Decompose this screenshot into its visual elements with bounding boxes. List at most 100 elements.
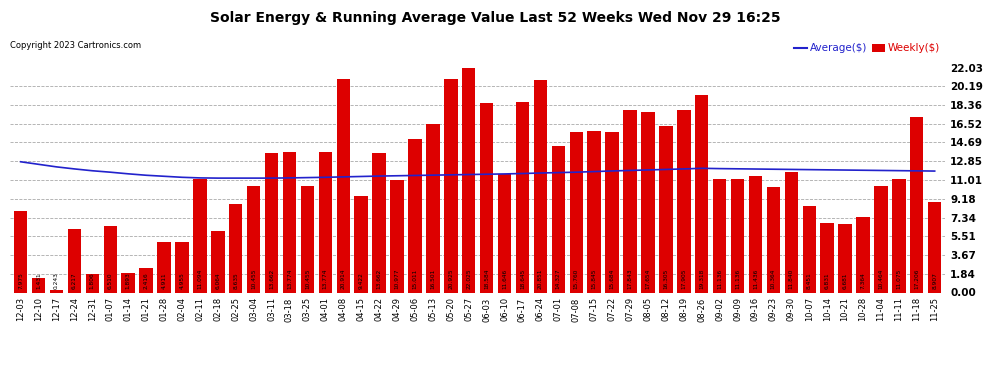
Text: 18.645: 18.645 bbox=[520, 269, 525, 290]
Bar bbox=[193, 179, 207, 292]
Bar bbox=[175, 242, 189, 292]
Bar bbox=[140, 268, 152, 292]
Text: 13.662: 13.662 bbox=[376, 269, 381, 290]
Text: 11.136: 11.136 bbox=[735, 269, 741, 290]
Bar bbox=[462, 68, 475, 292]
Text: 10.464: 10.464 bbox=[878, 269, 883, 290]
Text: 11.840: 11.840 bbox=[789, 269, 794, 290]
Text: 17.654: 17.654 bbox=[645, 269, 650, 290]
Bar bbox=[67, 229, 81, 292]
Text: 20.851: 20.851 bbox=[538, 269, 543, 290]
Bar bbox=[50, 290, 63, 292]
Text: 22.025: 22.025 bbox=[466, 269, 471, 290]
Text: 17.905: 17.905 bbox=[681, 269, 686, 290]
Text: 20.925: 20.925 bbox=[448, 269, 453, 290]
Text: 10.977: 10.977 bbox=[395, 269, 400, 290]
Text: 4.911: 4.911 bbox=[161, 273, 166, 290]
Text: 13.662: 13.662 bbox=[269, 269, 274, 290]
Bar bbox=[354, 196, 368, 292]
Text: 13.774: 13.774 bbox=[323, 269, 328, 290]
Text: 16.305: 16.305 bbox=[663, 269, 668, 290]
Text: Copyright 2023 Cartronics.com: Copyright 2023 Cartronics.com bbox=[10, 40, 141, 50]
Text: 6.831: 6.831 bbox=[825, 273, 830, 290]
Text: 19.318: 19.318 bbox=[699, 269, 704, 290]
Bar bbox=[677, 110, 690, 292]
Text: 18.584: 18.584 bbox=[484, 269, 489, 290]
Bar bbox=[928, 201, 941, 292]
Bar bbox=[748, 176, 762, 292]
Bar bbox=[211, 231, 225, 292]
Bar bbox=[910, 117, 924, 292]
Bar bbox=[803, 206, 816, 292]
Text: 9.422: 9.422 bbox=[358, 273, 363, 290]
Bar bbox=[14, 211, 28, 292]
Bar bbox=[229, 204, 243, 292]
Text: 20.914: 20.914 bbox=[341, 269, 346, 290]
Text: 7.364: 7.364 bbox=[860, 273, 865, 290]
Text: 6.217: 6.217 bbox=[72, 273, 77, 290]
Bar bbox=[247, 186, 260, 292]
Text: Solar Energy & Running Average Value Last 52 Weeks Wed Nov 29 16:25: Solar Energy & Running Average Value Las… bbox=[210, 11, 780, 25]
Text: 11.094: 11.094 bbox=[197, 269, 202, 290]
Text: 15.760: 15.760 bbox=[574, 269, 579, 290]
Bar bbox=[605, 132, 619, 292]
Text: 17.843: 17.843 bbox=[628, 269, 633, 290]
Bar bbox=[587, 130, 601, 292]
Bar bbox=[85, 274, 99, 292]
Text: 10.364: 10.364 bbox=[771, 269, 776, 290]
Text: 10.455: 10.455 bbox=[251, 269, 256, 290]
Text: 16.501: 16.501 bbox=[431, 269, 436, 290]
Text: 6.064: 6.064 bbox=[215, 273, 221, 290]
Bar bbox=[551, 146, 565, 292]
Bar bbox=[390, 180, 404, 292]
Bar bbox=[856, 217, 870, 292]
Bar bbox=[642, 112, 654, 292]
Bar bbox=[104, 226, 117, 292]
Bar bbox=[874, 186, 888, 292]
Text: 11.436: 11.436 bbox=[753, 269, 758, 290]
Text: 1.806: 1.806 bbox=[90, 273, 95, 290]
Bar bbox=[569, 132, 583, 292]
Text: 6.681: 6.681 bbox=[842, 273, 847, 290]
Bar bbox=[713, 179, 727, 292]
Bar bbox=[32, 278, 46, 292]
Bar bbox=[534, 80, 547, 292]
Bar bbox=[695, 95, 709, 292]
Bar bbox=[157, 242, 170, 292]
Bar bbox=[624, 110, 637, 292]
Text: 0.243: 0.243 bbox=[54, 273, 59, 290]
Bar bbox=[122, 273, 135, 292]
Text: 15.011: 15.011 bbox=[413, 269, 418, 290]
Text: 1.893: 1.893 bbox=[126, 273, 131, 290]
Text: 7.975: 7.975 bbox=[18, 273, 23, 290]
Bar bbox=[408, 139, 422, 292]
Bar bbox=[731, 179, 744, 292]
Text: 10.455: 10.455 bbox=[305, 269, 310, 290]
Bar bbox=[265, 153, 278, 292]
Text: 1.431: 1.431 bbox=[36, 273, 41, 290]
Bar bbox=[766, 187, 780, 292]
Bar bbox=[301, 186, 314, 292]
Bar bbox=[498, 174, 511, 292]
Bar bbox=[821, 223, 834, 292]
Bar bbox=[319, 152, 332, 292]
Text: 2.416: 2.416 bbox=[144, 273, 148, 290]
Bar bbox=[426, 124, 440, 292]
Bar bbox=[516, 102, 530, 292]
Text: 11.136: 11.136 bbox=[717, 269, 722, 290]
Text: 11.646: 11.646 bbox=[502, 269, 507, 290]
Bar bbox=[480, 103, 493, 292]
Text: 8.907: 8.907 bbox=[933, 273, 938, 290]
Bar bbox=[372, 153, 386, 292]
Bar bbox=[785, 172, 798, 292]
Text: 15.845: 15.845 bbox=[592, 269, 597, 290]
Bar bbox=[283, 152, 296, 292]
Text: 17.206: 17.206 bbox=[915, 269, 920, 290]
Legend: Average($), Weekly($): Average($), Weekly($) bbox=[794, 44, 940, 54]
Bar bbox=[839, 224, 851, 292]
Text: 13.774: 13.774 bbox=[287, 269, 292, 290]
Text: 14.327: 14.327 bbox=[555, 269, 560, 290]
Bar bbox=[892, 179, 906, 292]
Text: 11.075: 11.075 bbox=[896, 269, 901, 290]
Text: 15.684: 15.684 bbox=[610, 269, 615, 290]
